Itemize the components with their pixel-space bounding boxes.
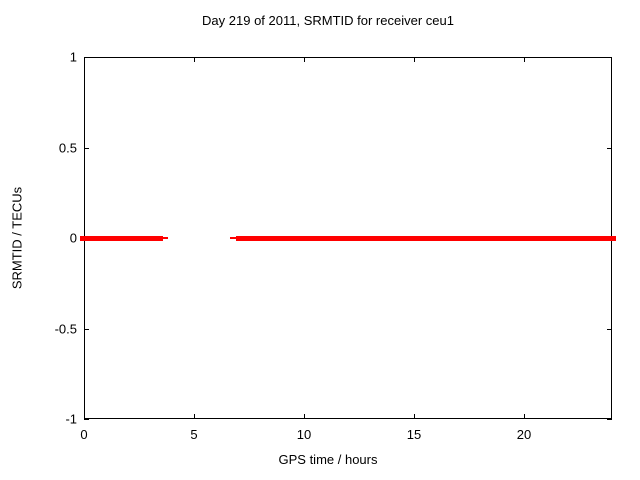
srmtid-line-segment	[80, 235, 164, 241]
x-tick-label: 20	[516, 427, 532, 442]
y-tick-right	[607, 147, 612, 149]
x-tick-top	[304, 57, 305, 62]
srmtid-line-segment	[230, 237, 236, 239]
y-tick-left	[84, 57, 89, 58]
srmtid-line-segment	[163, 237, 168, 239]
x-tick-bottom	[304, 414, 305, 419]
x-tick-bottom	[194, 414, 195, 419]
srmtid-line-segment	[235, 235, 616, 241]
y-tick-right	[607, 57, 612, 58]
x-tick-bottom	[414, 414, 415, 419]
x-tick-top	[84, 57, 85, 62]
y-tick-right	[607, 328, 612, 330]
x-tick-label: 0	[80, 427, 88, 442]
x-axis-label: GPS time / hours	[278, 452, 378, 467]
chart-title: Day 219 of 2011, SRMTID for receiver ceu…	[202, 13, 454, 28]
y-tick-label: 0.5	[58, 140, 77, 155]
y-axis-label: SRMTID / TECUs	[9, 186, 25, 290]
x-tick-bottom	[84, 414, 85, 419]
y-tick-left	[84, 147, 89, 149]
y-tick-left	[84, 328, 89, 330]
x-tick-top	[194, 57, 195, 62]
x-tick-bottom	[524, 414, 525, 419]
x-tick-top	[524, 57, 525, 62]
y-tick-left	[84, 419, 89, 420]
x-tick-top	[414, 57, 415, 62]
y-tick-label: -1	[65, 411, 77, 427]
y-tick-label: 1	[69, 49, 77, 65]
x-tick-label: 10	[296, 427, 312, 442]
y-tick-label: -0.5	[54, 321, 77, 336]
x-tick-label: 5	[190, 427, 198, 442]
y-tick-right	[607, 419, 612, 420]
x-tick-label: 15	[406, 427, 422, 442]
y-tick-label: 0	[69, 230, 77, 246]
